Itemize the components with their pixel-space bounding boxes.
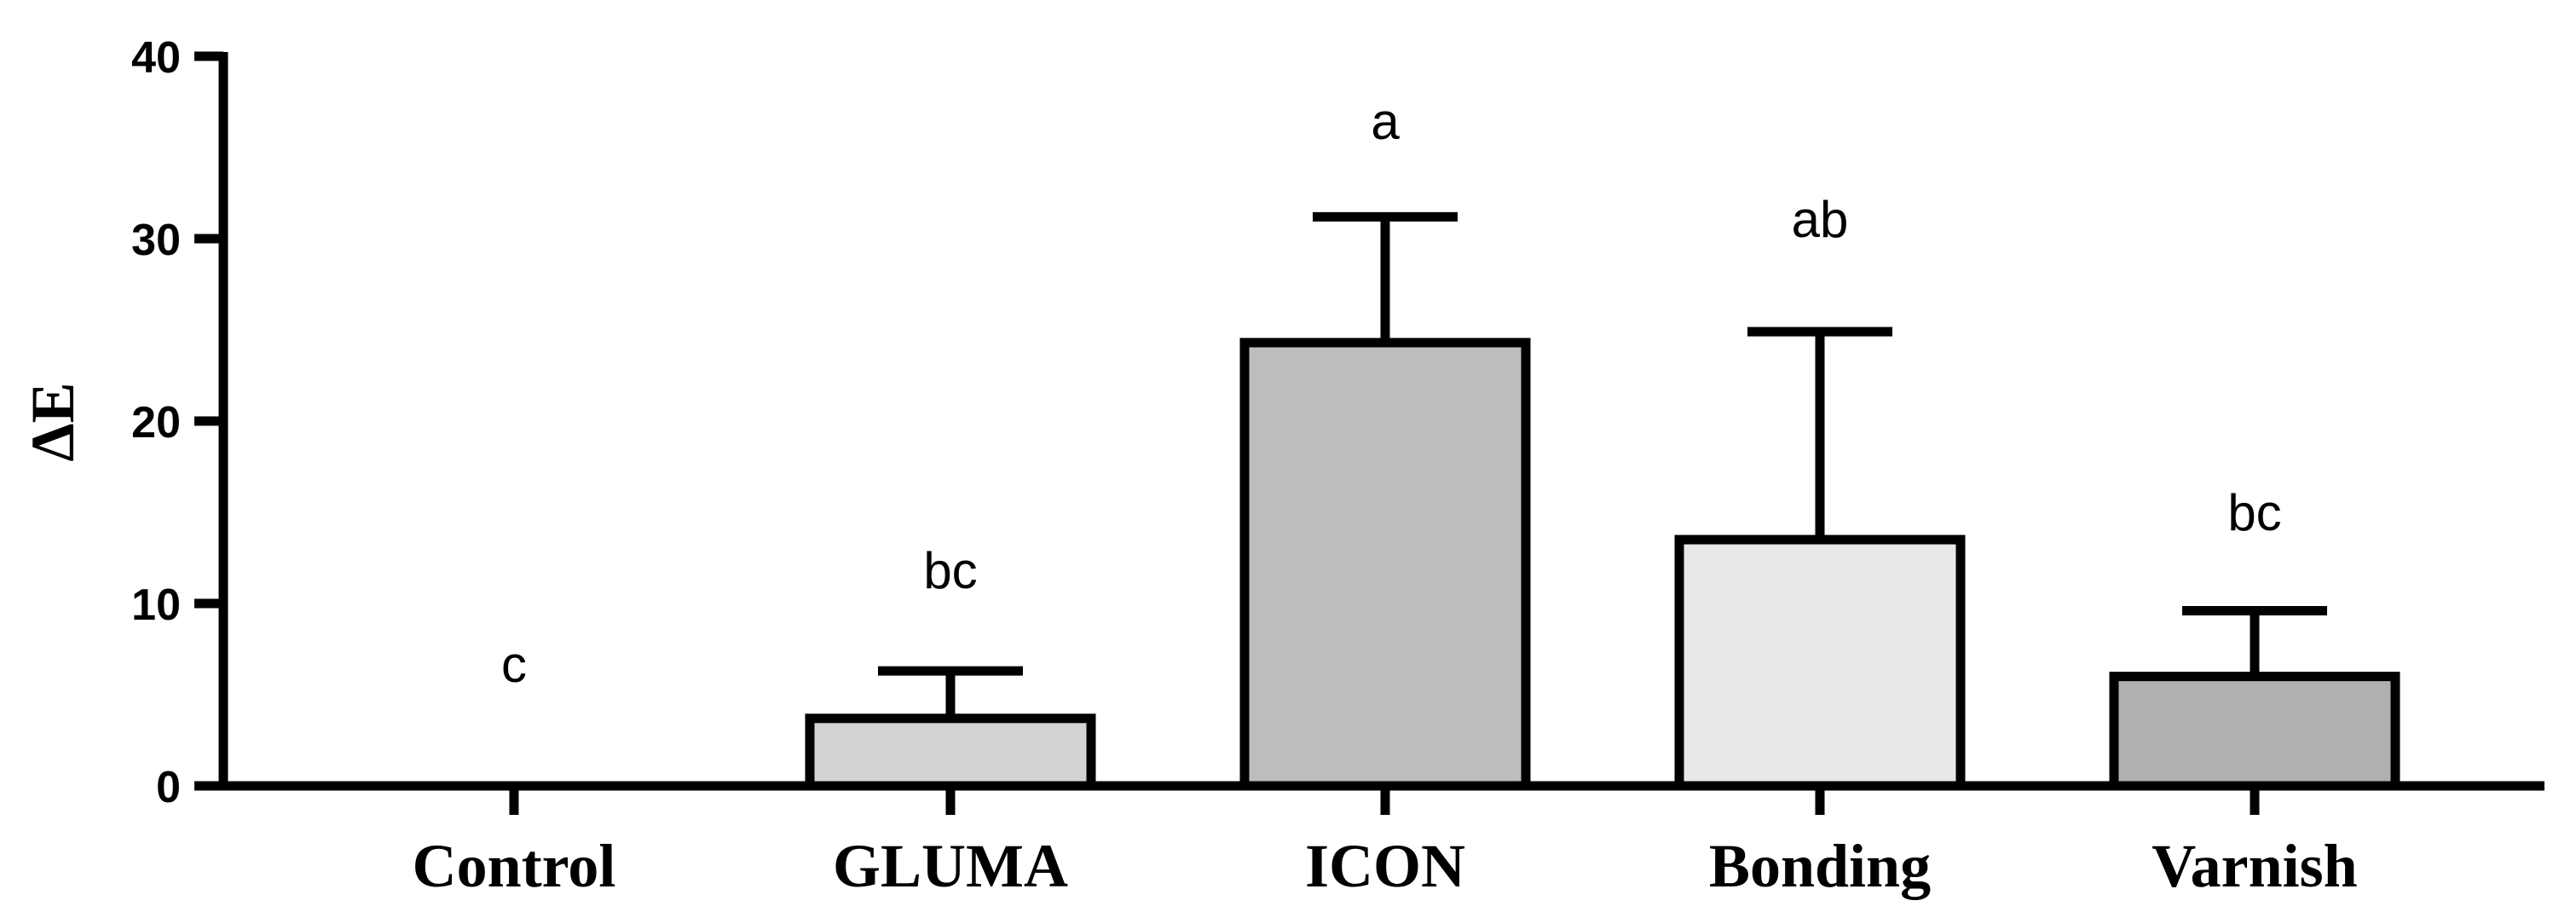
significance-label: bc [923,542,977,599]
significance-label: c [501,636,527,693]
x-axis-ticks: Control GLUMA ICON Bonding Varnish [413,786,2358,900]
bar-varnish [2109,672,2400,791]
y-tick-label: 20 [131,398,181,447]
bar-bonding [1674,534,1966,791]
y-axis-title: ΔE [19,382,87,461]
x-tick-label: Bonding [1709,832,1931,900]
error-bars-group [878,211,2327,719]
y-axis-ticks: 0 10 20 30 40 [131,33,223,812]
significance-label: a [1371,93,1400,150]
x-tick-label: GLUMA [833,832,1068,900]
significance-label: bc [2227,484,2281,541]
x-tick-label: ICON [1305,832,1465,900]
y-tick-label: 10 [131,580,181,630]
y-tick-label: 40 [131,33,181,83]
bar-icon [1239,338,1531,791]
x-tick-label: Control [413,832,616,900]
significance-label: ab [1792,191,1849,248]
significance-labels-group: c bc a ab bc [501,93,2282,693]
axes-group [194,52,2544,791]
bars-group [805,338,2400,791]
y-tick-label: 0 [156,763,181,812]
y-tick-label: 30 [131,216,181,265]
x-tick-label: Varnish [2151,832,2357,900]
bar-gluma [805,713,1096,791]
